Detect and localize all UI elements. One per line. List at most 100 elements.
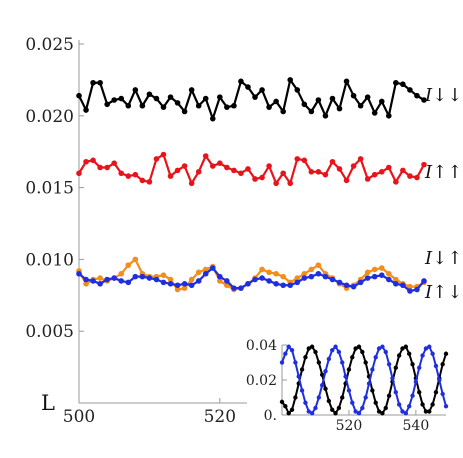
data-point-0-1-32 xyxy=(301,157,308,164)
data-point-0-3-41 xyxy=(364,275,371,281)
data-point-0-3-42 xyxy=(371,273,378,280)
data-point-1-1-45 xyxy=(430,351,435,356)
data-point-1-1-19 xyxy=(343,374,348,379)
data-point-0-2-20 xyxy=(217,278,223,284)
data-point-1-1-26 xyxy=(366,381,372,386)
data-point-0-2-17 xyxy=(195,269,202,276)
data-point-1-0-44 xyxy=(427,409,432,414)
data-point-1-1-0 xyxy=(279,360,285,365)
data-point-0-3-23 xyxy=(238,285,244,291)
data-point-0-1-18 xyxy=(202,153,209,159)
data-point-1-0-31 xyxy=(383,405,388,411)
data-point-0-1-5 xyxy=(111,160,117,166)
data-point-0-0-32 xyxy=(301,101,308,108)
data-point-1-0-12 xyxy=(319,372,325,377)
data-point-1-0-17 xyxy=(336,405,342,411)
data-point-1-0-20 xyxy=(346,367,352,372)
data-point-0-1-36 xyxy=(329,158,336,165)
data-point-0-2-44 xyxy=(386,270,392,277)
data-point-0-0-29 xyxy=(280,108,286,115)
data-point-1-0-32 xyxy=(386,393,392,398)
data-point-0-0-30 xyxy=(287,77,294,83)
data-point-1-0-35 xyxy=(396,353,402,358)
data-point-0-3-49 xyxy=(421,278,427,284)
series-1-0 xyxy=(279,344,449,416)
data-point-1-0-41 xyxy=(417,390,422,395)
data-point-1-0-10 xyxy=(313,349,318,355)
data-point-0-0-23 xyxy=(238,78,244,85)
data-point-1-1-24 xyxy=(360,405,365,411)
data-point-0-1-25 xyxy=(252,176,258,182)
data-point-0-0-35 xyxy=(322,113,329,119)
data-point-0-3-2 xyxy=(90,278,96,284)
data-point-1-0-0 xyxy=(279,399,285,405)
series-label-up-up: I↑↑ xyxy=(424,162,462,183)
data-point-0-1-15 xyxy=(181,163,188,169)
data-point-0-1-21 xyxy=(224,164,230,171)
data-point-0-1-28 xyxy=(273,180,279,187)
data-point-0-0-22 xyxy=(231,102,237,109)
data-point-1-1-42 xyxy=(420,353,425,358)
data-point-1-1-47 xyxy=(437,377,442,383)
data-point-0-1-20 xyxy=(217,160,223,166)
data-point-0-1-13 xyxy=(167,173,174,179)
data-point-0-0-34 xyxy=(315,97,322,103)
data-point-0-1-16 xyxy=(188,180,195,187)
data-point-1-1-39 xyxy=(410,393,415,398)
data-point-1-0-13 xyxy=(323,386,328,391)
data-point-1-0-39 xyxy=(410,362,415,367)
data-point-1-0-27 xyxy=(370,388,375,393)
data-point-1-1-44 xyxy=(427,344,432,349)
data-point-0-2-43 xyxy=(378,265,385,271)
data-point-1-0-3 xyxy=(289,407,295,412)
data-point-0-3-47 xyxy=(407,288,413,294)
data-point-0-0-31 xyxy=(294,87,301,93)
data-point-0-3-39 xyxy=(350,283,357,290)
data-point-0-1-27 xyxy=(266,163,272,169)
y-tick-label-0-2: 0.015 xyxy=(25,179,74,199)
data-point-0-3-26 xyxy=(259,275,265,281)
data-point-0-3-4 xyxy=(104,276,110,283)
data-point-0-1-31 xyxy=(294,156,301,162)
data-point-0-3-19 xyxy=(209,265,216,271)
data-point-0-1-19 xyxy=(209,163,216,169)
data-point-0-3-31 xyxy=(294,279,301,286)
data-point-0-3-6 xyxy=(118,278,125,284)
data-point-1-1-25 xyxy=(363,395,368,400)
data-point-1-0-49 xyxy=(443,351,449,356)
data-point-0-2-12 xyxy=(160,272,167,279)
data-point-0-3-48 xyxy=(414,286,420,293)
series-1-1 xyxy=(279,344,449,416)
data-point-0-1-0 xyxy=(76,170,82,177)
data-point-0-1-43 xyxy=(378,169,385,175)
x-tick-label-0-0: 500 xyxy=(63,407,95,427)
data-point-0-2-29 xyxy=(280,273,286,280)
data-point-0-1-1 xyxy=(83,158,89,165)
data-point-1-0-43 xyxy=(423,409,429,414)
data-point-0-1-38 xyxy=(343,177,350,184)
data-point-1-1-18 xyxy=(340,360,345,365)
data-point-0-3-36 xyxy=(329,276,336,283)
data-point-0-0-12 xyxy=(160,104,167,110)
data-point-0-0-27 xyxy=(266,104,272,110)
data-point-1-0-7 xyxy=(303,355,308,360)
data-point-1-0-18 xyxy=(340,395,345,400)
data-point-0-3-13 xyxy=(167,281,174,287)
data-point-1-0-25 xyxy=(363,360,368,365)
data-point-0-1-34 xyxy=(315,169,322,175)
data-point-1-0-37 xyxy=(403,344,409,349)
data-point-1-0-48 xyxy=(440,362,445,367)
data-point-1-0-30 xyxy=(380,411,385,416)
data-point-1-0-11 xyxy=(316,360,322,365)
data-point-0-0-16 xyxy=(188,87,195,93)
data-point-0-3-24 xyxy=(245,281,251,287)
data-point-0-2-14 xyxy=(174,286,181,293)
data-point-0-3-14 xyxy=(174,282,181,289)
data-point-1-1-9 xyxy=(309,411,315,416)
data-point-1-1-49 xyxy=(443,404,449,409)
data-point-1-0-4 xyxy=(293,395,298,400)
data-point-0-0-7 xyxy=(125,102,132,109)
data-point-0-1-48 xyxy=(414,174,420,181)
data-point-0-1-14 xyxy=(174,167,181,174)
